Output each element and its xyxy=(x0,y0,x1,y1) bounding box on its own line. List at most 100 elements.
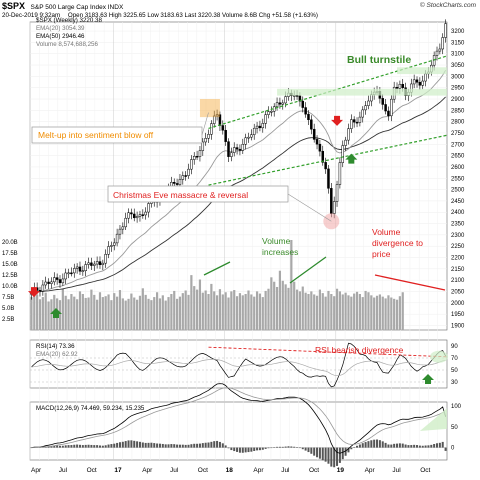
candle-body xyxy=(261,123,265,129)
volume-divergence-line xyxy=(374,274,446,291)
volume-bar xyxy=(350,296,353,330)
volume-bar xyxy=(313,294,316,330)
macd-histogram-bar xyxy=(150,442,153,448)
candle-body xyxy=(270,110,273,113)
volume-divergence-label-2: divergence to xyxy=(372,238,423,248)
macd-histogram-bar xyxy=(313,447,316,456)
candle-body xyxy=(221,125,225,131)
macd-histogram-bar xyxy=(258,447,261,451)
candle-body xyxy=(361,109,364,118)
candle-body xyxy=(347,128,350,141)
candle-body xyxy=(184,175,187,177)
macd-histogram-bar xyxy=(407,445,410,448)
x-tick-label: Apr xyxy=(31,467,42,474)
volume-bar xyxy=(233,290,236,330)
candle-body xyxy=(58,279,62,284)
macd-histogram-bar xyxy=(250,447,253,452)
candle-body xyxy=(321,150,325,163)
macd-tick-label: 50 xyxy=(451,425,458,431)
volume-bar xyxy=(38,299,42,330)
macd-histogram-bar xyxy=(176,444,179,448)
price-tick-label: 3200 xyxy=(451,29,465,35)
macd-histogram-bar xyxy=(136,441,139,448)
volume-bar xyxy=(327,290,330,330)
macd-histogram-bar xyxy=(230,447,233,451)
candle-body xyxy=(135,215,139,219)
volume-bar xyxy=(110,300,113,330)
volume-bar xyxy=(204,290,207,330)
macd-histogram-bar xyxy=(87,444,90,448)
macd-histogram-bar xyxy=(81,445,84,448)
candle-body xyxy=(424,73,427,82)
candle-body xyxy=(178,179,182,185)
candle-body xyxy=(250,134,253,138)
macd-line xyxy=(31,383,446,454)
volume-bar xyxy=(78,291,82,330)
macd-histogram-bar xyxy=(324,447,327,462)
macd-histogram-bar xyxy=(167,444,170,448)
macd-histogram-bar xyxy=(133,440,136,448)
price-tick-label: 2100 xyxy=(451,278,465,284)
macd-histogram-bar xyxy=(341,447,344,460)
macd-histogram-bar xyxy=(290,446,293,448)
macd-histogram-bar xyxy=(238,447,241,453)
x-tick-label: 19 xyxy=(337,467,345,474)
volume-bar xyxy=(330,294,333,330)
volume-bar xyxy=(395,299,399,330)
macd-histogram-bar xyxy=(104,445,107,448)
macd-histogram-bar xyxy=(364,442,367,448)
candle-body xyxy=(412,79,416,85)
candle-body xyxy=(113,242,116,246)
date-time: 20-Dec-2019 9:32am xyxy=(2,12,61,19)
macd-histogram-bar xyxy=(244,447,247,453)
macd-histogram-bar xyxy=(144,442,147,448)
volume-bar xyxy=(213,291,216,330)
macd-histogram-bar xyxy=(438,442,441,448)
candle-body xyxy=(258,125,262,129)
volume-bar xyxy=(41,297,44,330)
volume-bar xyxy=(358,294,361,330)
macd-histogram-bar xyxy=(124,441,127,448)
meltup-pointer xyxy=(201,112,209,136)
candle-body xyxy=(70,272,73,275)
macd-histogram-bar xyxy=(253,447,256,451)
macd-histogram-bar xyxy=(353,447,356,448)
macd-histogram-bar xyxy=(236,447,239,452)
macd-histogram-bar xyxy=(147,442,150,448)
macd-histogram-bar xyxy=(233,447,236,452)
macd-histogram-bar xyxy=(264,447,267,449)
candle-body xyxy=(370,94,373,102)
christmas-pointer xyxy=(287,193,332,222)
macd-histogram-bar xyxy=(287,446,290,448)
candle-body xyxy=(47,281,50,284)
candle-body xyxy=(84,264,87,271)
candle-body xyxy=(67,272,70,275)
legend-rsi: RSI(14) 73.36 xyxy=(36,343,75,350)
volume-bar xyxy=(273,281,276,330)
macd-histogram-bar xyxy=(78,444,81,448)
volume-bar xyxy=(70,294,73,330)
macd-histogram-bar xyxy=(58,445,61,448)
volume-bar xyxy=(341,294,344,330)
macd-histogram-bar xyxy=(61,445,64,448)
macd-histogram-bar xyxy=(278,446,281,448)
price-tick-label: 2650 xyxy=(451,154,465,160)
macd-histogram-bar xyxy=(218,441,221,448)
volume-bar xyxy=(293,281,296,330)
candle-body xyxy=(144,211,147,216)
macd-histogram-bar xyxy=(404,444,407,448)
macd-histogram-bar xyxy=(284,446,287,448)
macd-histogram-bar xyxy=(247,447,250,453)
x-tick-label: Oct xyxy=(309,467,319,474)
macd-tick-label: 0 xyxy=(451,446,455,452)
macd-histogram-bar xyxy=(398,443,401,448)
macd-tick-label: 100 xyxy=(451,404,462,410)
price-tick-label: 3150 xyxy=(451,40,465,46)
candle-body xyxy=(133,213,136,219)
price-tick-label: 2250 xyxy=(451,244,465,250)
macd-histogram-bar xyxy=(333,447,336,468)
volume-bar xyxy=(367,292,370,330)
candle-body xyxy=(398,83,402,89)
candle-body xyxy=(141,214,145,216)
price-tick-label: 1900 xyxy=(451,323,465,329)
